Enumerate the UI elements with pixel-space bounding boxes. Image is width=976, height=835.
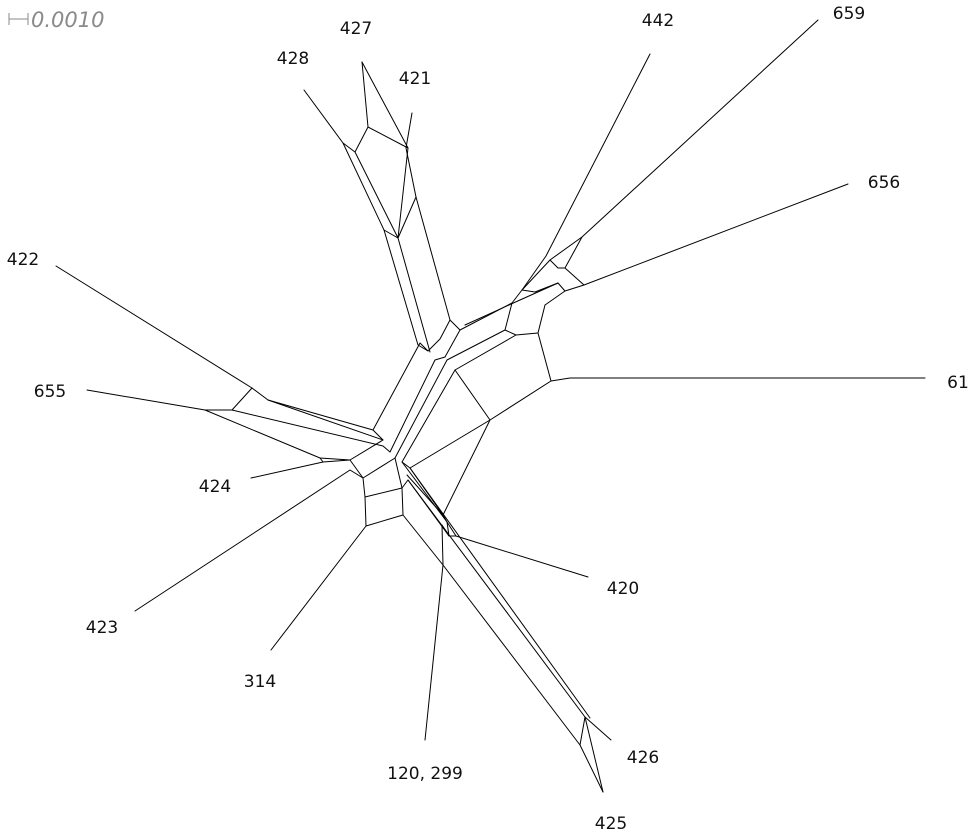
- network-edge: [584, 716, 604, 793]
- network-edge: [442, 514, 589, 578]
- network-edge: [519, 282, 566, 306]
- network-edge: [415, 196, 461, 331]
- taxon-label: 423: [86, 618, 118, 638]
- network-edge: [427, 319, 451, 352]
- taxon-label: 442: [642, 11, 674, 31]
- taxon-label: 424: [199, 477, 231, 497]
- network-edge: [267, 399, 384, 441]
- taxon-label: 422: [7, 250, 39, 270]
- taxon-label: 426: [627, 748, 659, 768]
- network-edge: [401, 461, 448, 523]
- network-edge: [354, 61, 409, 239]
- taxon-label: 61: [947, 373, 969, 393]
- network-edge: [231, 409, 391, 453]
- network-edge: [372, 342, 429, 441]
- network-edge: [349, 457, 403, 498]
- taxon-label: 421: [399, 69, 431, 89]
- network-edge: [564, 236, 585, 292]
- network-edge: [464, 299, 521, 326]
- network-edge: [397, 237, 431, 353]
- network-edge: [342, 142, 399, 239]
- network-edge: [361, 61, 409, 149]
- network-edge: [504, 302, 517, 336]
- network-edge: [444, 329, 461, 358]
- network-edge: [389, 356, 446, 453]
- network-edge: [134, 457, 396, 612]
- taxon-label: 120, 299: [387, 764, 463, 784]
- network-edge: [55, 265, 374, 431]
- taxon-label: 659: [833, 4, 865, 24]
- network-edge: [521, 19, 819, 291]
- network-edge: [409, 467, 591, 719]
- taxon-label: 428: [277, 49, 309, 69]
- network-edge: [549, 259, 566, 269]
- network-edge: [406, 474, 444, 516]
- network-edge: [86, 387, 253, 411]
- network-edge: [402, 514, 444, 741]
- taxon-label: 314: [244, 672, 276, 692]
- taxon-label: 427: [340, 19, 372, 39]
- network-edge: [407, 479, 612, 741]
- taxon-label: 425: [595, 814, 627, 834]
- network-edges: [55, 19, 926, 793]
- network-edge: [537, 332, 926, 382]
- network-edge: [454, 369, 552, 421]
- network-edge: [364, 487, 404, 527]
- taxon-label: 655: [34, 382, 66, 402]
- network-edge: [583, 183, 849, 286]
- network-edge: [579, 744, 604, 793]
- scale-bar: 0.0010: [8, 8, 104, 32]
- taxon-label: 420: [607, 579, 639, 599]
- network-edge: [401, 369, 491, 469]
- taxon-label: 656: [868, 173, 900, 193]
- network-edge: [397, 112, 417, 239]
- network-edge: [204, 409, 384, 461]
- network-edge: [515, 304, 546, 336]
- network-edge: [319, 457, 324, 463]
- scale-label: 0.0010: [31, 8, 104, 32]
- network-edge: [442, 564, 586, 746]
- network-edge: [446, 329, 506, 361]
- network-edge: [270, 525, 367, 651]
- taxon-labels: 427 428 421 442 659 656 422 655 61 424 420 423 314 12…: [7, 4, 969, 834]
- network-edge: [303, 89, 356, 153]
- network-edge: [409, 419, 491, 516]
- network-edge: [454, 334, 517, 371]
- network-edge: [394, 359, 448, 459]
- network-edge: [511, 53, 651, 304]
- network-edge: [250, 459, 351, 479]
- network-edge: [383, 229, 429, 352]
